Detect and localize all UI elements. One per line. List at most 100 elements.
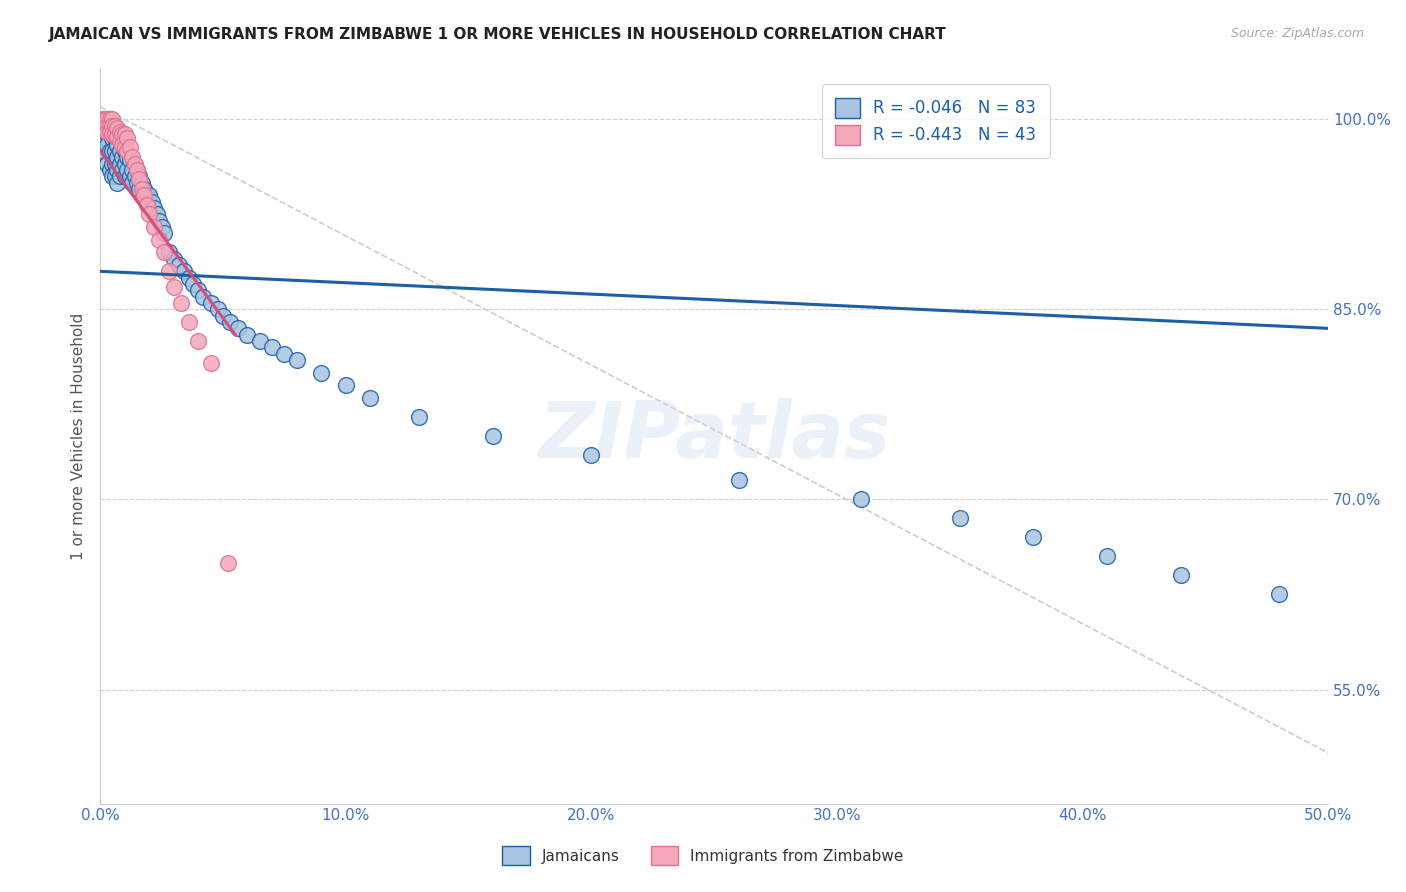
Point [96, 156, 118, 170]
Point [115, 144, 138, 158]
Point [273, 347, 295, 361]
Point [200, 296, 222, 310]
Point [124, 169, 146, 184]
Point [141, 194, 163, 209]
Point [98, 162, 121, 177]
Point [114, 144, 136, 158]
Point [101, 119, 124, 133]
Point [335, 378, 357, 392]
Point [124, 156, 146, 170]
Point [249, 334, 271, 348]
Point [125, 162, 148, 177]
Point [104, 128, 127, 142]
Point [121, 162, 143, 177]
Point [114, 140, 136, 154]
Point [91, 112, 114, 127]
Point [98, 112, 121, 127]
Point [118, 169, 141, 184]
Point [260, 340, 283, 354]
Point [157, 245, 180, 260]
Point [115, 162, 138, 177]
Point [183, 277, 205, 291]
Point [408, 410, 430, 425]
Point [96, 125, 118, 139]
Text: Source: ZipAtlas.com: Source: ZipAtlas.com [1230, 27, 1364, 40]
Point [114, 128, 136, 142]
Point [94, 119, 117, 133]
Point [1022, 531, 1045, 545]
Point [98, 144, 121, 158]
Point [104, 144, 127, 158]
Point [157, 264, 180, 278]
Point [98, 125, 121, 139]
Point [134, 182, 156, 196]
Point [148, 213, 170, 227]
Point [98, 119, 121, 133]
Point [1170, 568, 1192, 582]
Point [309, 366, 332, 380]
Point [135, 198, 157, 212]
Point [187, 283, 209, 297]
Point [148, 233, 170, 247]
Y-axis label: 1 or more Vehicles in Household: 1 or more Vehicles in Household [72, 312, 86, 559]
Point [138, 188, 160, 202]
Point [118, 153, 141, 167]
Legend: Jamaicans, Immigrants from Zimbabwe: Jamaicans, Immigrants from Zimbabwe [496, 840, 910, 871]
Text: ZIPatlas: ZIPatlas [538, 398, 890, 474]
Point [115, 150, 138, 164]
Point [108, 156, 131, 170]
Legend: R = -0.046   N = 83, R = -0.443   N = 43: R = -0.046 N = 83, R = -0.443 N = 43 [821, 84, 1050, 158]
Point [217, 556, 239, 570]
Point [138, 207, 160, 221]
Point [94, 131, 117, 145]
Point [105, 137, 128, 152]
Point [150, 219, 173, 234]
Point [104, 119, 127, 133]
Point [96, 125, 118, 139]
Point [111, 162, 134, 177]
Point [170, 296, 193, 310]
Point [98, 125, 121, 139]
Point [482, 429, 505, 443]
Point [128, 182, 150, 196]
Point [236, 327, 259, 342]
Point [91, 144, 114, 158]
Point [163, 279, 186, 293]
Point [101, 156, 124, 170]
Point [359, 391, 381, 405]
Point [173, 264, 195, 278]
Point [105, 176, 128, 190]
Point [187, 334, 209, 348]
Point [153, 245, 176, 260]
Point [125, 162, 148, 177]
Point [134, 188, 156, 202]
Point [101, 128, 124, 142]
Point [121, 150, 143, 164]
Text: JAMAICAN VS IMMIGRANTS FROM ZIMBABWE 1 OR MORE VEHICLES IN HOUSEHOLD CORRELATION: JAMAICAN VS IMMIGRANTS FROM ZIMBABWE 1 O… [49, 27, 948, 42]
Point [193, 290, 215, 304]
Point [111, 150, 134, 164]
Point [167, 258, 190, 272]
Point [128, 171, 150, 186]
Point [114, 169, 136, 184]
Point [104, 169, 127, 184]
Point [115, 131, 138, 145]
Point [108, 169, 131, 184]
Point [212, 309, 235, 323]
Point [128, 169, 150, 184]
Point [105, 121, 128, 136]
Point [111, 128, 134, 142]
Point [145, 207, 167, 221]
Point [101, 169, 124, 184]
Point [143, 201, 166, 215]
Point [727, 474, 749, 488]
Point [101, 112, 124, 127]
Point [108, 125, 131, 139]
Point [94, 112, 117, 127]
Point [108, 134, 131, 148]
Point [105, 150, 128, 164]
Point [101, 131, 124, 145]
Point [200, 355, 222, 369]
Point [101, 119, 124, 133]
Point [581, 448, 603, 462]
